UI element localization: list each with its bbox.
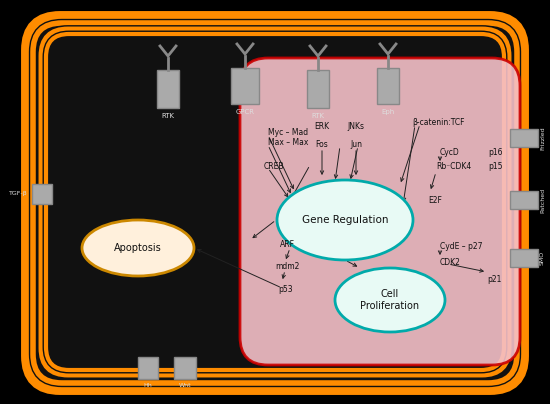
Text: TGF-β: TGF-β <box>9 191 28 196</box>
Ellipse shape <box>82 220 194 276</box>
Text: Myc – Mad: Myc – Mad <box>268 128 308 137</box>
Text: RTK: RTK <box>162 113 174 119</box>
Text: GPCR: GPCR <box>235 109 255 115</box>
Bar <box>510 129 538 147</box>
Text: Max – Max: Max – Max <box>268 138 309 147</box>
Text: Wnt: Wnt <box>179 383 191 388</box>
Bar <box>231 68 259 104</box>
Bar <box>510 191 538 209</box>
Text: β-catenin:TCF: β-catenin:TCF <box>412 118 465 127</box>
Text: p16: p16 <box>488 148 503 157</box>
Ellipse shape <box>277 180 413 260</box>
Text: Gene Regulation: Gene Regulation <box>302 215 388 225</box>
Text: Eph: Eph <box>381 109 395 115</box>
Text: CydE – p27: CydE – p27 <box>440 242 482 251</box>
Text: Jun: Jun <box>350 140 362 149</box>
Text: SMO: SMO <box>540 251 545 265</box>
Text: CycD: CycD <box>440 148 460 157</box>
Bar <box>138 357 158 379</box>
Bar <box>32 184 52 204</box>
Text: RTK: RTK <box>311 113 324 119</box>
Text: Hh: Hh <box>144 383 152 388</box>
Text: p21: p21 <box>487 275 502 284</box>
Text: Rb⁻CDK4: Rb⁻CDK4 <box>436 162 471 171</box>
Text: Cell
Proliferation: Cell Proliferation <box>360 289 420 311</box>
Text: Patched: Patched <box>540 187 545 213</box>
Text: mdm2: mdm2 <box>275 262 299 271</box>
Text: Apoptosis: Apoptosis <box>114 243 162 253</box>
Text: E2F: E2F <box>428 196 442 205</box>
Text: Fos: Fos <box>316 140 328 149</box>
Bar <box>174 357 196 379</box>
Bar <box>510 249 538 267</box>
Text: p15: p15 <box>488 162 503 171</box>
Text: ERK: ERK <box>315 122 329 131</box>
Text: p53: p53 <box>278 285 293 294</box>
Bar <box>157 70 179 108</box>
FancyBboxPatch shape <box>28 18 522 388</box>
Bar <box>307 70 329 108</box>
Text: CREB: CREB <box>264 162 284 171</box>
Bar <box>377 68 399 104</box>
Text: ARF: ARF <box>280 240 295 249</box>
Text: CDK2: CDK2 <box>440 258 461 267</box>
Text: JNKs: JNKs <box>348 122 365 131</box>
Text: Frizzled: Frizzled <box>540 126 545 150</box>
FancyBboxPatch shape <box>240 58 520 365</box>
Ellipse shape <box>335 268 445 332</box>
